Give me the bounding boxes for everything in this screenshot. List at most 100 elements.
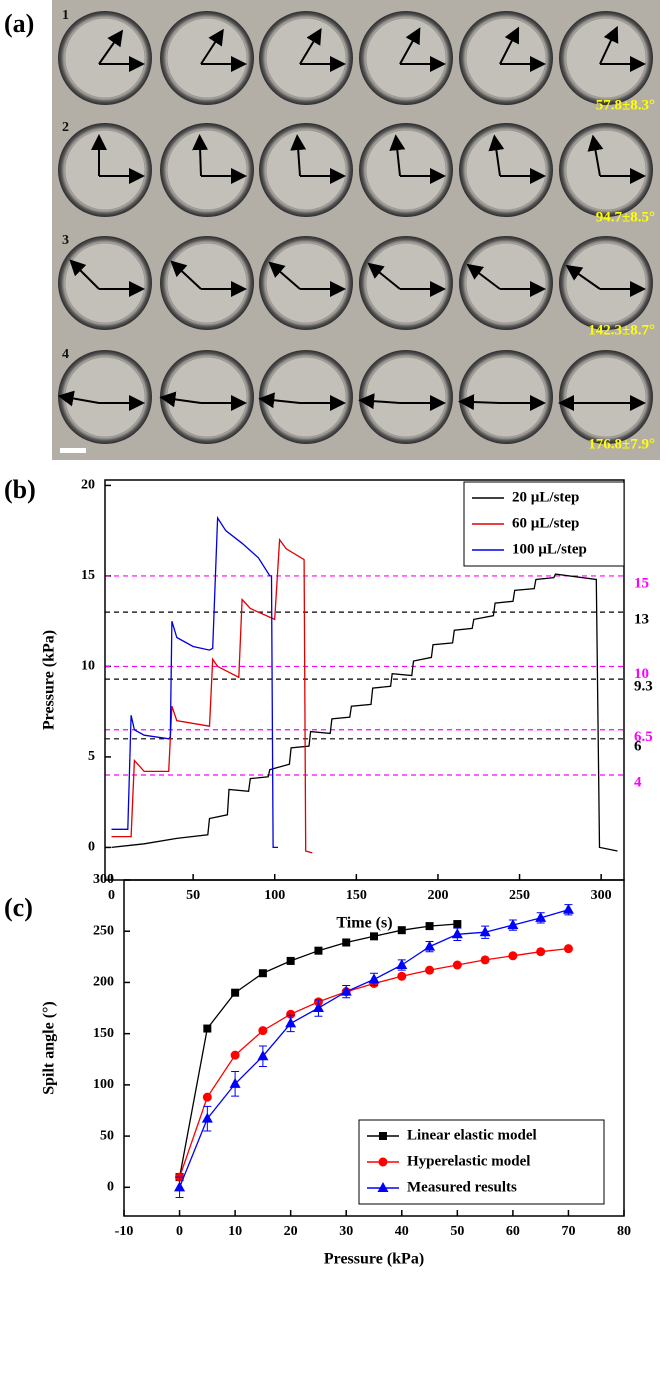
marker [451, 928, 463, 939]
marker [314, 946, 323, 955]
marker [425, 965, 435, 975]
well-inner [465, 242, 547, 324]
well-inner [64, 356, 146, 438]
row-label: 3 [62, 233, 69, 248]
y-axis-label: Pressure (kPa) [41, 630, 58, 730]
x-tick-label: 250 [509, 888, 530, 903]
arrow [170, 260, 202, 290]
marker [452, 960, 462, 970]
x-tick-label: 30 [339, 1224, 353, 1239]
arrow [358, 393, 401, 410]
well-inner [465, 129, 547, 211]
panel-label: (c) [4, 893, 33, 922]
marker [258, 969, 267, 978]
marker [536, 947, 546, 957]
y-tick-label: 300 [93, 872, 114, 887]
marker [370, 932, 378, 941]
legend-marker [377, 1182, 389, 1192]
x-tick-label: 40 [395, 1224, 409, 1239]
arrow [499, 26, 520, 65]
marker [425, 922, 434, 931]
panel-label: (a) [4, 9, 34, 38]
well-inner [465, 356, 547, 438]
arrow [290, 134, 307, 177]
marker [535, 911, 547, 922]
legend-label: Hyperelastic model [407, 1153, 530, 1169]
marker [562, 903, 574, 914]
well-inner [64, 129, 146, 211]
reference-label: 10 [634, 666, 649, 682]
marker [286, 956, 295, 965]
y-tick-label: 100 [93, 1077, 114, 1092]
marker [201, 1112, 213, 1123]
reference-label: 6.5 [634, 729, 653, 745]
y-tick-label: 150 [93, 1026, 114, 1041]
y-tick-label: 200 [93, 975, 114, 990]
well-inner [565, 242, 647, 324]
legend-label: 100 µL/step [512, 541, 587, 557]
well-inner [166, 242, 248, 324]
well-inner [166, 17, 248, 99]
marker [202, 1092, 212, 1102]
marker [368, 973, 380, 984]
series-line [111, 515, 278, 849]
scale-bar [60, 448, 86, 453]
arrow [192, 134, 209, 177]
well-inner [265, 129, 347, 211]
well-inner [265, 17, 347, 99]
well-inner [365, 129, 447, 211]
angle-label: 94.7±8.5° [596, 209, 655, 225]
marker [203, 1024, 212, 1033]
arrow [466, 263, 501, 290]
x-tick-label: 20 [284, 1224, 298, 1239]
well-inner [565, 356, 647, 438]
legend-marker [378, 1157, 388, 1167]
marker [257, 1050, 269, 1061]
well-inner [565, 129, 647, 211]
marker [507, 919, 519, 930]
marker [453, 920, 462, 929]
well-inner [565, 17, 647, 99]
legend-label: 60 µL/step [512, 515, 579, 531]
reference-label: 13 [634, 612, 649, 628]
arrow [399, 27, 421, 65]
angle-label: 176.8±7.9° [588, 436, 655, 452]
well-inner [64, 242, 146, 324]
x-tick-label: 60 [506, 1224, 520, 1239]
series-line [111, 573, 618, 852]
y-tick-label: 20 [81, 478, 95, 493]
marker [397, 926, 406, 935]
arrow [599, 25, 619, 65]
y-tick-label: 0 [107, 1180, 114, 1195]
marker [480, 955, 490, 965]
arrow [565, 264, 601, 290]
marker [508, 951, 518, 961]
row-label: 4 [62, 347, 69, 362]
x-tick-label: 50 [450, 1224, 464, 1239]
arrow [299, 27, 322, 65]
arrow [200, 28, 224, 65]
reference-label: 4 [634, 774, 642, 790]
x-axis-label: Pressure (kPa) [324, 1251, 424, 1268]
well-inner [166, 129, 248, 211]
marker [285, 1017, 297, 1028]
marker [563, 944, 573, 954]
marker [258, 1026, 268, 1036]
marker [479, 926, 491, 937]
arrow [458, 394, 501, 411]
arrow [258, 392, 301, 409]
y-tick-label: 50 [100, 1128, 114, 1143]
x-tick-label: 150 [346, 888, 367, 903]
y-axis-label: Spilt angle (°) [41, 1001, 58, 1095]
legend-label: Linear elastic model [407, 1127, 537, 1143]
x-tick-label: 300 [591, 888, 612, 903]
y-tick-label: 15 [81, 568, 95, 583]
y-tick-label: 10 [81, 659, 95, 674]
reference-label: 9.3 [634, 679, 653, 695]
angle-label: 57.8±8.3° [596, 97, 655, 113]
x-tick-label: -10 [115, 1224, 134, 1239]
angle-label: 142.3±8.7° [588, 322, 655, 338]
arrow [268, 261, 301, 290]
reference-label: 6 [634, 738, 642, 754]
reference-label: 15 [634, 575, 649, 591]
